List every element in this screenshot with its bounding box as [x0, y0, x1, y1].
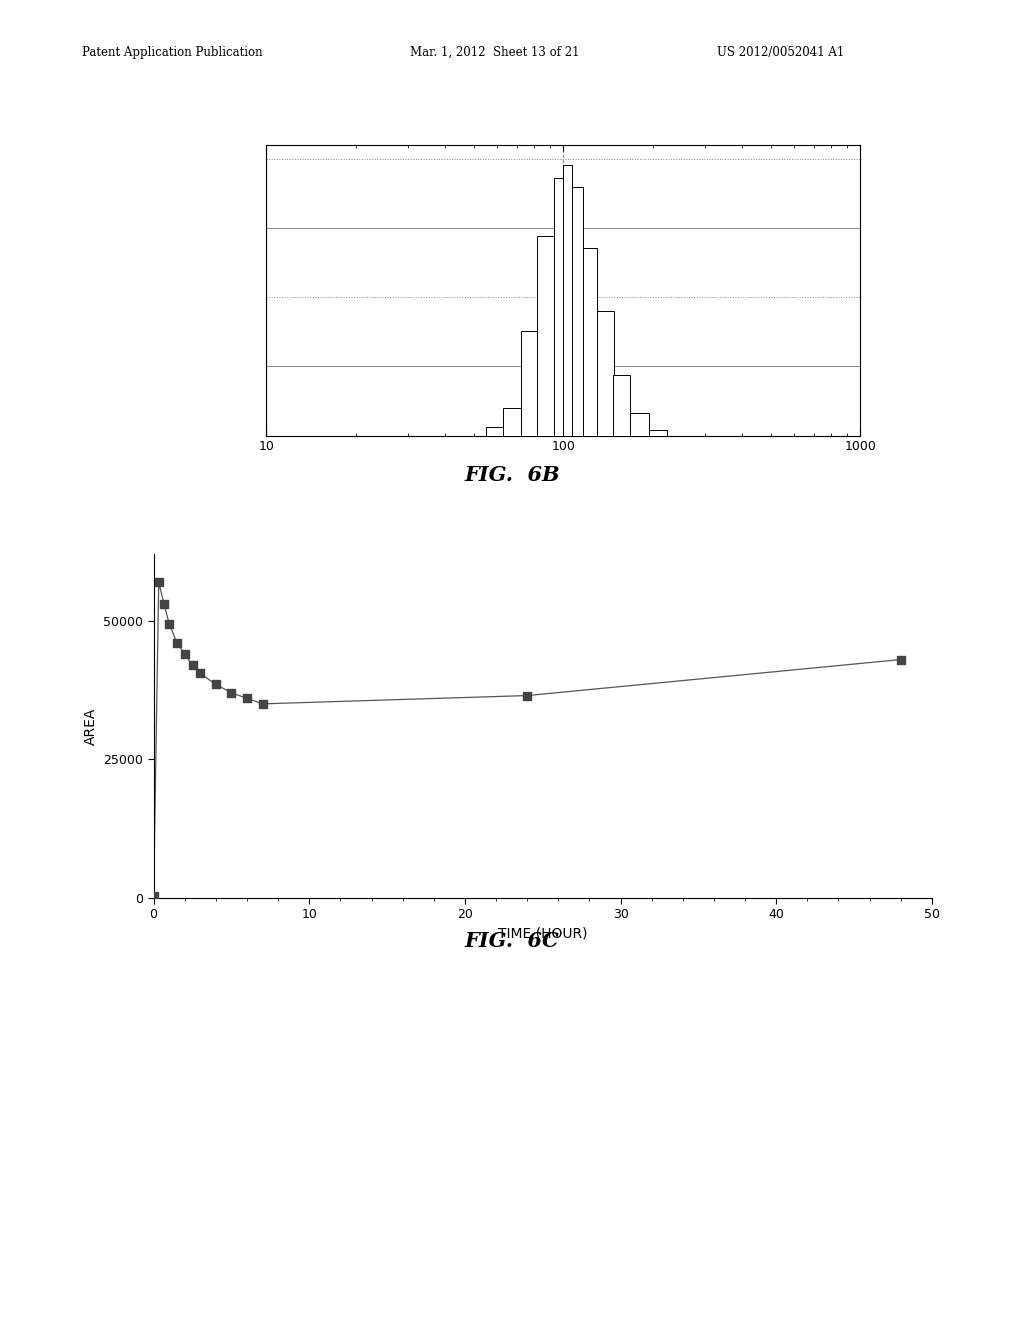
Point [169, 632, 185, 653]
Point [239, 688, 255, 709]
Point [156, 594, 172, 615]
Point [184, 655, 201, 676]
Point [208, 675, 224, 696]
Text: US 2012/0052041 A1: US 2012/0052041 A1 [717, 46, 844, 59]
Text: FIG.  6C: FIG. 6C [465, 931, 559, 950]
Bar [554, 178, 563, 436]
Point [145, 886, 162, 907]
Text: FIG.  6B: FIG. 6B [464, 465, 560, 484]
Text: Patent Application Publication: Patent Application Publication [82, 46, 262, 59]
Point [161, 612, 177, 634]
Bar [571, 186, 584, 436]
Bar [649, 430, 667, 436]
Point [193, 663, 209, 684]
Point [151, 572, 167, 593]
Point [893, 649, 909, 671]
Point [519, 685, 536, 706]
Bar [520, 330, 538, 436]
Bar [613, 375, 630, 436]
Bar [538, 236, 554, 436]
Y-axis label: AREA: AREA [84, 708, 97, 744]
Bar [504, 408, 520, 436]
Point [254, 693, 270, 714]
Bar [584, 248, 597, 436]
Bar [597, 312, 613, 436]
Bar [630, 413, 649, 436]
Point [223, 682, 240, 704]
Bar [563, 165, 571, 436]
Point [176, 643, 193, 664]
X-axis label: TIME (HOUR): TIME (HOUR) [498, 927, 588, 941]
Text: Mar. 1, 2012  Sheet 13 of 21: Mar. 1, 2012 Sheet 13 of 21 [410, 46, 580, 59]
Bar [485, 428, 504, 436]
